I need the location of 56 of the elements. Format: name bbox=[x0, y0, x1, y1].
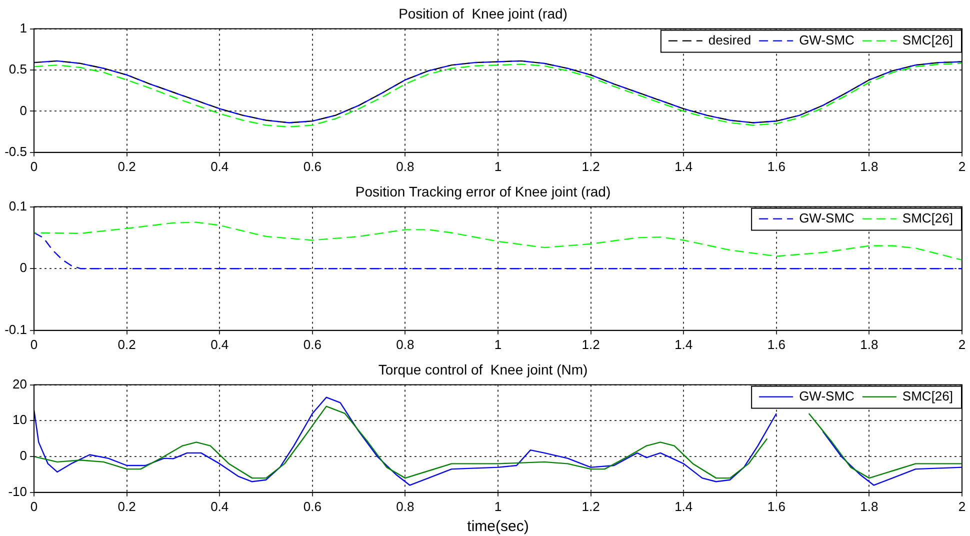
x-tick-label: 2 bbox=[958, 336, 966, 352]
x-tick-label: 0.4 bbox=[210, 498, 229, 514]
x-tick-label: 1.8 bbox=[860, 158, 878, 174]
legend-label: GW-SMC bbox=[799, 210, 854, 226]
x-tick-label: 1.6 bbox=[767, 158, 786, 174]
legend-label: SMC[26] bbox=[902, 32, 954, 48]
x-tick-label: 0 bbox=[30, 158, 38, 174]
x-tick-label: 0.8 bbox=[396, 336, 414, 352]
x-tick-label: 0.8 bbox=[396, 158, 414, 174]
chart-title: Position Tracking error of Knee joint (rad) bbox=[355, 183, 611, 200]
y-tick-label: 0 bbox=[20, 102, 27, 118]
x-tick-label: 1.2 bbox=[582, 336, 600, 352]
x-axis-title: time(sec) bbox=[467, 518, 529, 536]
x-tick-label: 1 bbox=[494, 336, 502, 352]
x-tick-label: 1.8 bbox=[860, 336, 878, 352]
x-tick-label: 1.2 bbox=[582, 158, 600, 174]
x-tick-label: 0.8 bbox=[396, 498, 414, 514]
y-tick-label: 0.5 bbox=[8, 62, 27, 77]
x-tick-label: 0.2 bbox=[118, 498, 136, 514]
chart-title: Position of Knee joint (rad) bbox=[398, 5, 568, 22]
legend-label: GW-SMC bbox=[799, 388, 854, 404]
x-tick-label: 0.6 bbox=[303, 336, 322, 352]
y-tick-label: -10 bbox=[8, 484, 27, 499]
x-tick-label: 0.2 bbox=[118, 336, 136, 352]
x-tick-label: 0 bbox=[30, 336, 38, 352]
legend-label: SMC[26] bbox=[902, 388, 954, 404]
legend-label: desired bbox=[708, 32, 752, 48]
x-tick-label: 1.4 bbox=[674, 336, 693, 352]
x-tick-label: 1 bbox=[494, 498, 502, 514]
x-tick-label: 1.6 bbox=[767, 498, 786, 514]
x-tick-label: 1 bbox=[494, 158, 502, 174]
y-tick-label: 0 bbox=[20, 260, 27, 276]
x-tick-label: 2 bbox=[958, 158, 966, 174]
y-tick-label: 1 bbox=[20, 20, 27, 36]
y-tick-label: -0.1 bbox=[4, 322, 27, 337]
legend-label: GW-SMC bbox=[799, 32, 854, 48]
y-tick-label: 10 bbox=[12, 412, 27, 428]
y-tick-label: 0 bbox=[20, 448, 27, 464]
chart-title: Torque control of Knee joint (Nm) bbox=[378, 361, 588, 378]
y-tick-label: 0.1 bbox=[8, 198, 27, 214]
x-tick-label: 0.2 bbox=[118, 158, 136, 174]
x-tick-label: 1.6 bbox=[767, 336, 786, 352]
y-tick-label: 20 bbox=[12, 376, 27, 392]
x-tick-label: 2 bbox=[958, 498, 966, 514]
line-series bbox=[34, 232, 962, 270]
x-tick-label: 1.4 bbox=[674, 498, 693, 514]
x-tick-label: 0.4 bbox=[210, 336, 229, 352]
x-tick-label: 0.6 bbox=[303, 498, 322, 514]
x-tick-label: 1.4 bbox=[674, 158, 693, 174]
legend-label: SMC[26] bbox=[902, 210, 954, 226]
x-tick-label: 0.6 bbox=[303, 158, 322, 174]
x-tick-label: 0 bbox=[30, 498, 38, 514]
x-tick-label: 0.4 bbox=[210, 158, 229, 174]
x-tick-label: 1.2 bbox=[582, 498, 600, 514]
y-tick-label: -0.5 bbox=[4, 144, 27, 159]
x-tick-label: 1.8 bbox=[860, 498, 878, 514]
